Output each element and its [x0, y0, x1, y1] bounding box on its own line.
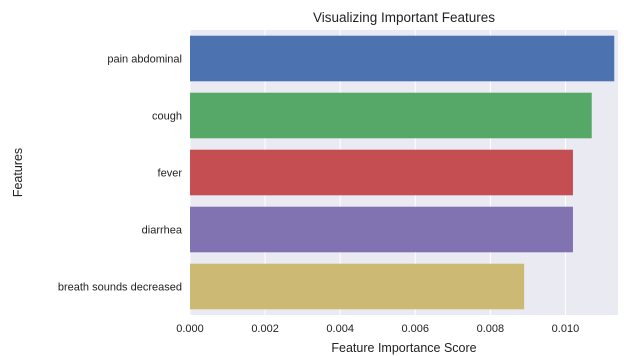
- y-tick-label: pain abdominal: [107, 54, 182, 66]
- chart-title: Visualizing Important Features: [313, 10, 495, 25]
- x-tick-label: 0.006: [401, 323, 429, 335]
- x-tick-label: 0.002: [251, 323, 279, 335]
- bars: [190, 35, 615, 310]
- bar: [190, 149, 573, 196]
- bar: [190, 92, 592, 139]
- y-axis-title: Features: [11, 148, 25, 197]
- x-axis-title: Feature Importance Score: [331, 341, 476, 355]
- bar: [190, 263, 525, 310]
- y-tick-label: fever: [158, 168, 183, 180]
- y-tick-label: cough: [152, 111, 182, 123]
- x-tick-label: 0.000: [176, 323, 204, 335]
- x-tick-label: 0.008: [477, 323, 505, 335]
- x-tick-label: 0.010: [552, 323, 580, 335]
- y-tick-label: diarrhea: [142, 225, 183, 237]
- y-tick-label: breath sounds decreased: [58, 282, 182, 294]
- bar: [190, 35, 615, 82]
- x-tick-labels: 0.000 0.002 0.004 0.006 0.008 0.010: [176, 323, 579, 335]
- x-tick-label: 0.004: [326, 323, 354, 335]
- bar: [190, 206, 573, 253]
- y-tick-labels: pain abdominal cough fever diarrhea breath s…: [58, 54, 183, 294]
